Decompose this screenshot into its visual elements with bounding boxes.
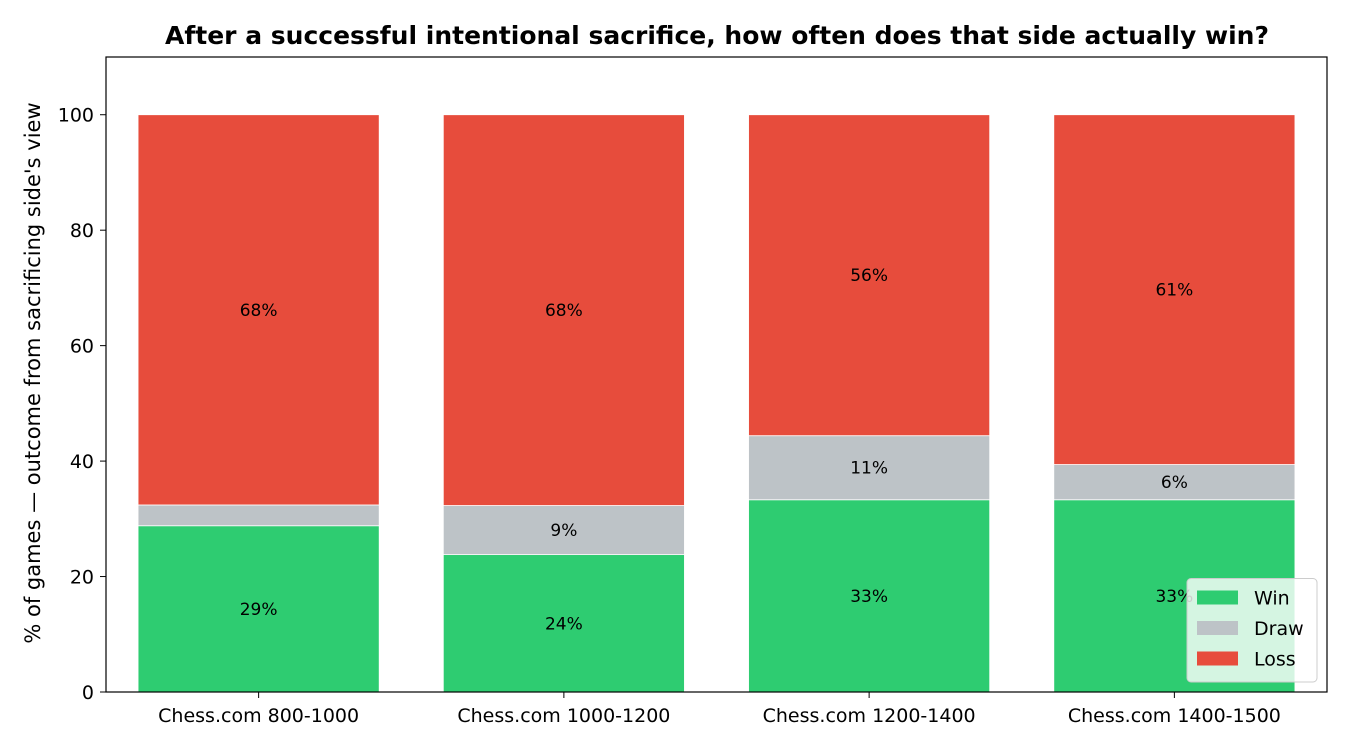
bar-draw-2: [748, 435, 991, 501]
data-label-win-1: 24%: [545, 614, 583, 634]
plot-area: 29% 68% Chess.com 800-1000 24% 9% 68% Chess.co…: [58, 56, 1328, 727]
bar-draw-0: [137, 504, 380, 527]
bar-draw-3: [1053, 464, 1296, 501]
y-tick-label-4: 80: [70, 220, 94, 242]
data-label-win-0: 29%: [240, 600, 278, 620]
data-label-loss-0: 68%: [240, 301, 278, 321]
y-tick-label-2: 40: [70, 451, 94, 473]
data-label-loss-2: 56%: [850, 266, 888, 286]
x-tick-label-0: Chess.com 800-1000: [158, 705, 359, 727]
data-label-win-3: 33%: [1155, 587, 1193, 607]
legend-swatch-draw: [1197, 621, 1238, 635]
bar-loss-3: [1053, 114, 1296, 465]
bar-loss-1: [442, 114, 685, 506]
legend-label-win: Win: [1254, 588, 1290, 610]
y-tick-label-3: 60: [70, 336, 94, 358]
plot-frame: [105, 56, 1328, 693]
data-label-loss-3: 61%: [1155, 281, 1193, 301]
y-tick-label-5: 100: [58, 105, 94, 127]
bar-win-2: [748, 499, 991, 693]
bar-win-0: [137, 525, 380, 693]
bar-draw-1: [442, 505, 685, 556]
chart-title: After a successful intentional sacrifice…: [165, 21, 1269, 50]
legend-swatch-loss: [1197, 651, 1238, 666]
data-label-draw-2: 11%: [850, 459, 888, 479]
x-tick-label-1: Chess.com 1000-1200: [457, 705, 670, 727]
data-label-win-2: 33%: [850, 587, 888, 607]
legend-label-loss: Loss: [1254, 649, 1296, 671]
x-tick-label-2: Chess.com 1200-1400: [763, 705, 976, 727]
y-axis-label: % of games — outcome from sacrificing si…: [21, 102, 45, 643]
legend-swatch-win: [1197, 590, 1238, 605]
bar-loss-2: [748, 114, 991, 437]
data-label-draw-1: 9%: [550, 521, 577, 541]
y-tick-label-1: 20: [70, 567, 94, 589]
data-label-loss-1: 68%: [545, 301, 583, 321]
data-label-draw-3: 6%: [1161, 473, 1188, 493]
y-tick-label-0: 0: [82, 682, 94, 704]
legend: Win Draw Loss: [1186, 578, 1318, 683]
x-tick-label-3: Chess.com 1400-1500: [1068, 705, 1281, 727]
legend-label-draw: Draw: [1254, 618, 1304, 640]
bar-loss-0: [137, 114, 380, 506]
